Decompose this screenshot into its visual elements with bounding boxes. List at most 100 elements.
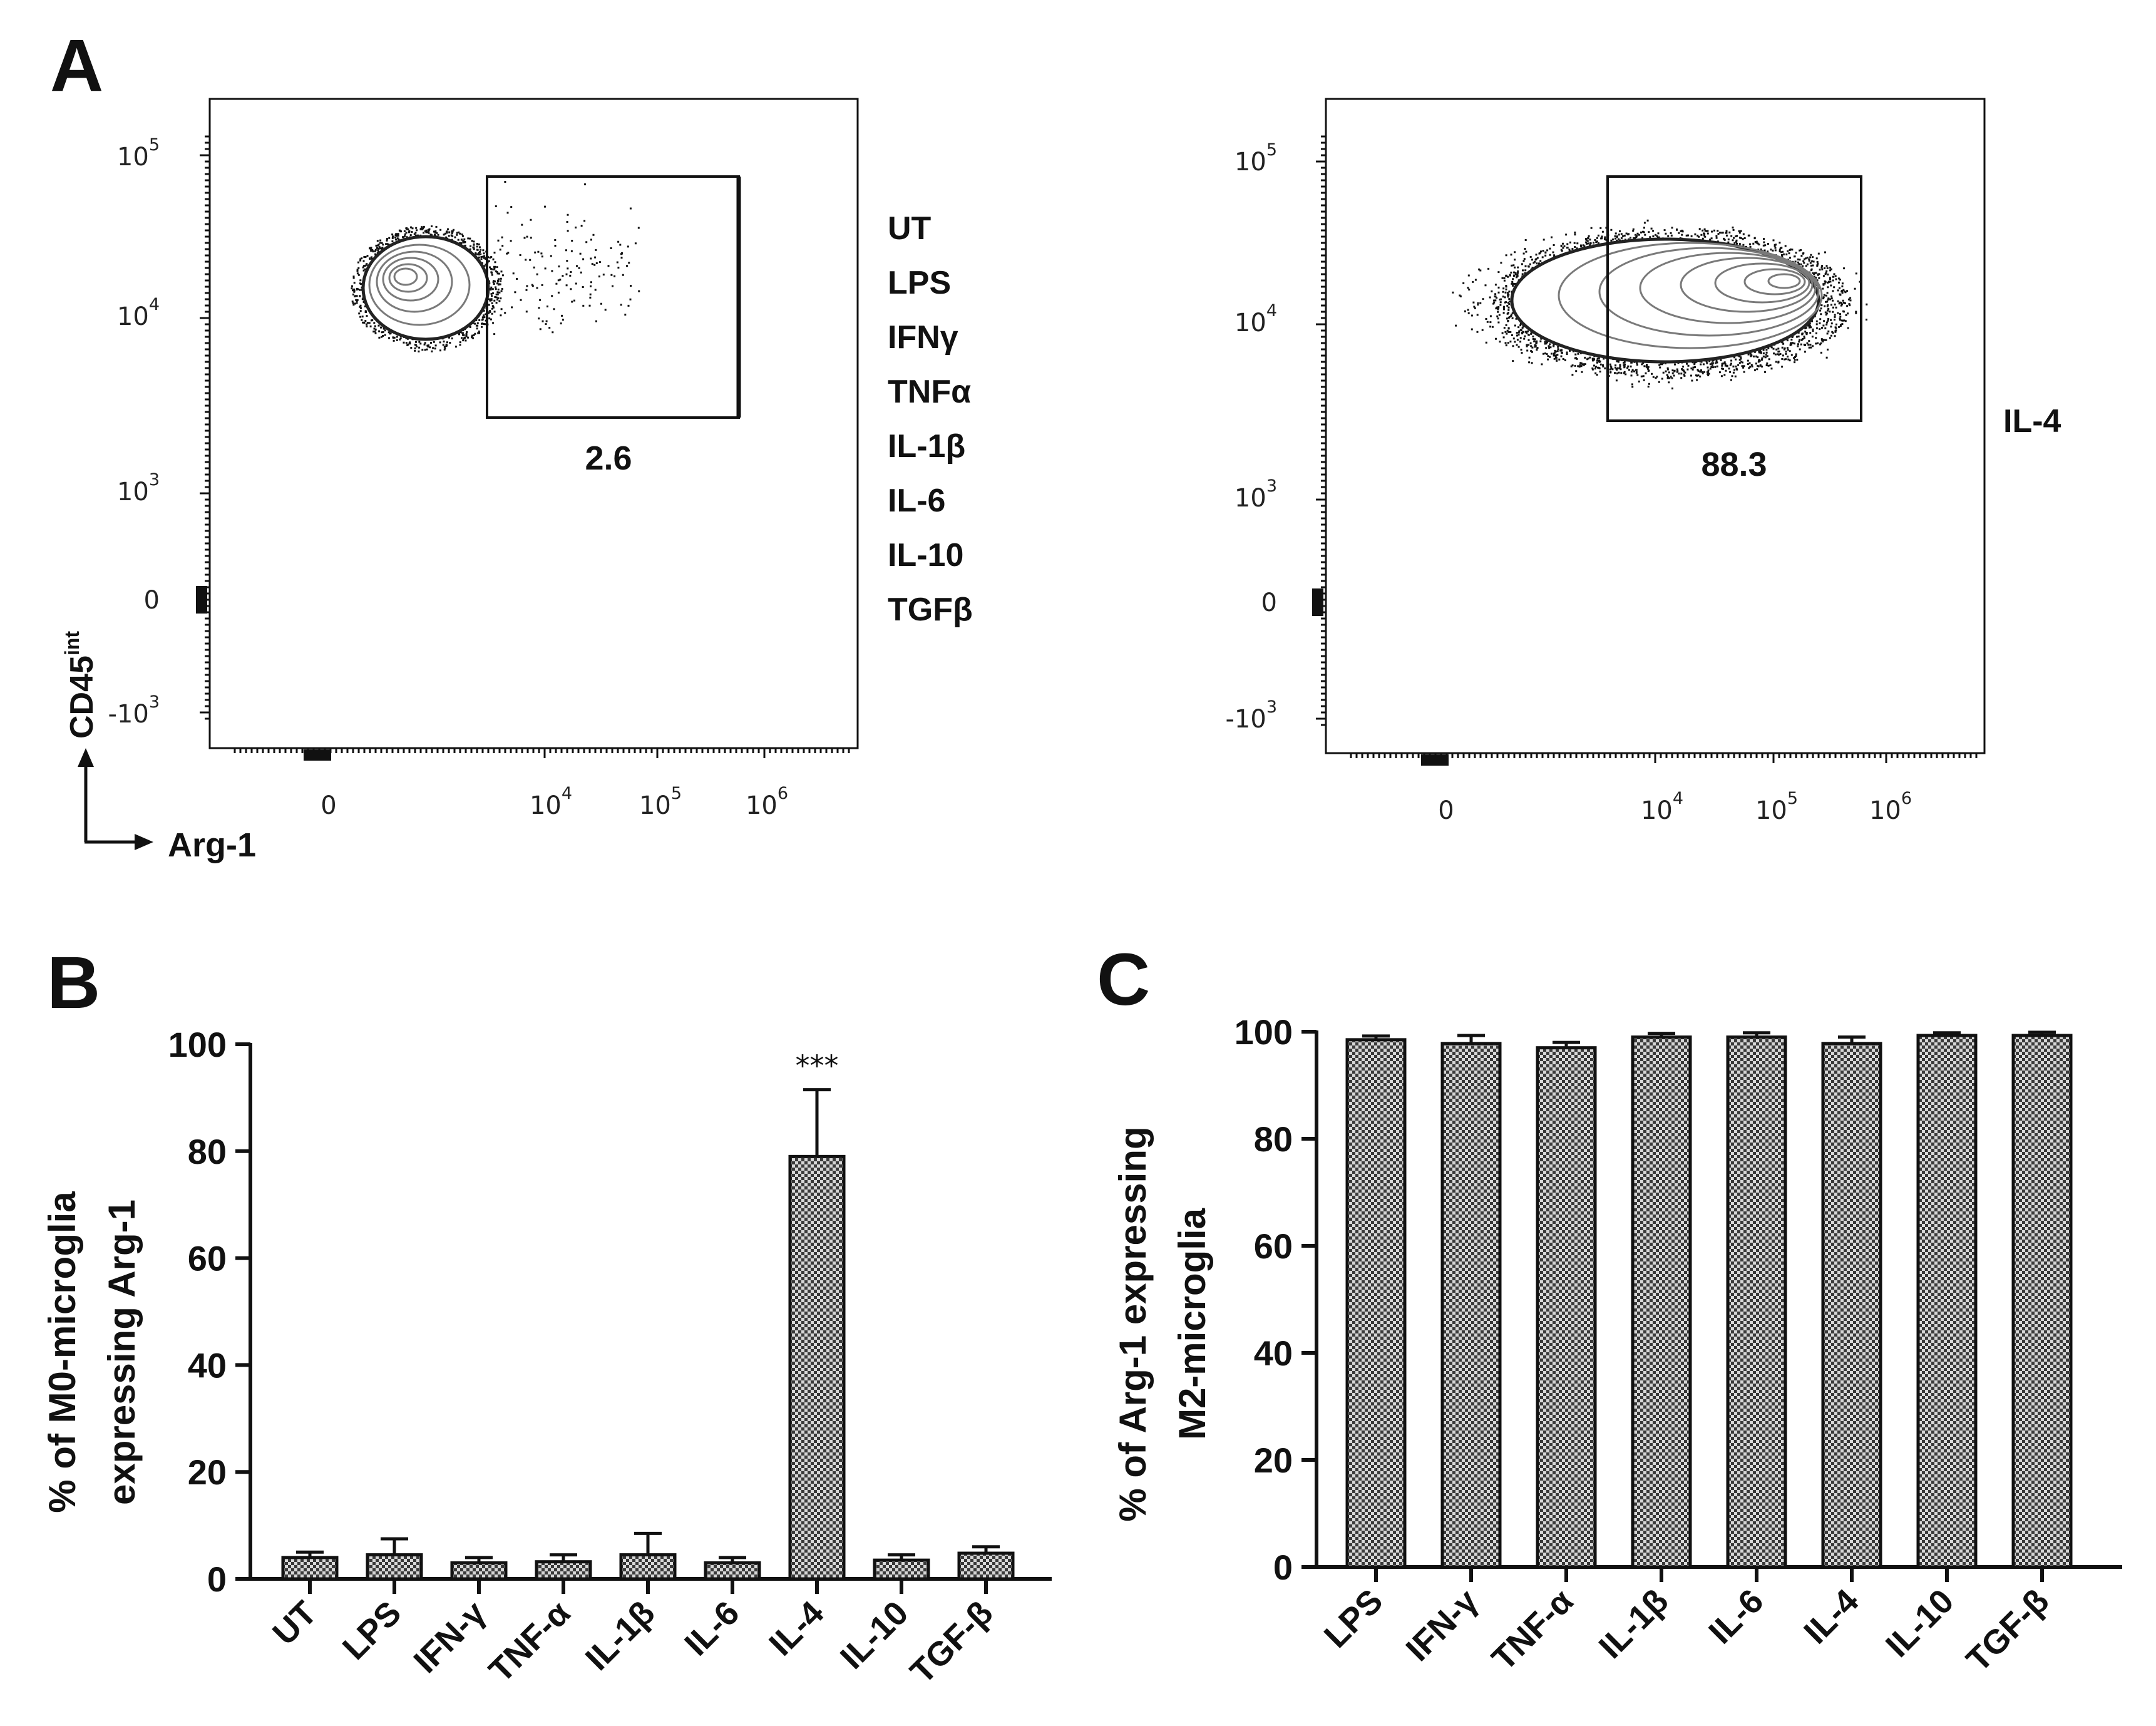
treatment-label: TGFβ <box>888 592 973 628</box>
contour-ring <box>393 267 418 286</box>
y-axis-label: CD45int <box>61 631 100 739</box>
bar <box>957 1551 1015 1581</box>
bar <box>1536 1046 1597 1569</box>
x-tick-labels: 0 104 105 106 <box>321 784 788 820</box>
axis-ticks <box>1316 135 1978 763</box>
x-tick-label: TGF-β <box>1959 1582 2056 1679</box>
significance-label: *** <box>796 1049 839 1083</box>
contour-ring <box>382 257 439 302</box>
contour-lines <box>1510 237 1823 364</box>
event-dots <box>351 181 640 352</box>
x-tick-label: IL-4 <box>1797 1582 1866 1651</box>
x-axis-label: Arg-1 <box>168 826 256 864</box>
y-tick-label: 20 <box>1254 1441 1293 1480</box>
axis-ticks <box>200 135 850 758</box>
y-tick-label: 105 <box>117 135 160 172</box>
gate-box <box>1606 175 1862 422</box>
axis-zero-cluster <box>1312 588 1323 616</box>
x-tick-label: TNF-α <box>1485 1582 1581 1678</box>
contour-ring <box>1510 237 1820 364</box>
treatment-label: UT <box>888 210 932 247</box>
gate-percentage: 88.3 <box>1701 446 1767 483</box>
panel-c: C % of Arg-1 expressing M2-microglia 0 20… <box>1097 938 2122 1679</box>
y-tick-label: -103 <box>1225 697 1277 734</box>
x-tick-label: LPS <box>1317 1582 1390 1655</box>
x-tick-label: 106 <box>1869 789 1912 825</box>
y-tick-label: 0 <box>144 586 160 615</box>
bar <box>2011 1034 2073 1569</box>
panel-a: A 2.6 105 104 103 0 -103 0 104 105 106 UT LPS IFN… <box>50 24 2061 864</box>
y-tick-label: 104 <box>117 295 160 331</box>
y-tick-labels: 105 104 103 0 -103 <box>1225 140 1277 734</box>
gate-box <box>486 175 740 419</box>
treatment-label: IFNγ <box>888 319 958 356</box>
x-tick-label: 105 <box>1755 789 1798 825</box>
bar <box>1726 1035 1787 1569</box>
y-tick-label: 60 <box>1254 1226 1293 1266</box>
x-tick-label: UT <box>265 1594 324 1652</box>
y-tick-label: 103 <box>1235 476 1277 513</box>
y-tick-label: 100 <box>168 1025 227 1064</box>
y-tick-label: 80 <box>1254 1119 1293 1159</box>
axis-legend: CD45int Arg-1 <box>61 631 256 864</box>
y-axis-title-line2: M2-microglia <box>1171 1208 1213 1440</box>
treatment-label: IL-10 <box>888 537 963 573</box>
bar <box>1345 1038 1407 1569</box>
y-tick-label: 104 <box>1235 301 1277 337</box>
y-tick-label: 100 <box>1235 1012 1293 1052</box>
bar <box>535 1560 592 1581</box>
axis-zero-cluster <box>196 586 207 614</box>
panel-c-letter: C <box>1097 938 1150 1021</box>
treatment-labels: UT LPS IFNγ TNFα IL-1β IL-6 IL-10 TGFβ <box>888 210 973 628</box>
y-tick-label: 103 <box>117 470 160 506</box>
x-tick-label: 0 <box>1438 796 1454 825</box>
x-tick-label: IL-10 <box>1879 1582 1961 1665</box>
bar <box>450 1561 508 1581</box>
contour-ring <box>1639 252 1817 324</box>
contour-lines <box>361 235 490 341</box>
bar <box>1631 1035 1692 1569</box>
y-tick-label: -103 <box>108 692 160 729</box>
bar <box>1821 1042 1882 1569</box>
treatment-label: LPS <box>888 265 951 301</box>
y-tick-label: 0 <box>1273 1548 1293 1587</box>
x-tick-label: IFN-γ <box>1399 1582 1486 1668</box>
x-tick-label: 0 <box>321 791 336 820</box>
contour-ring <box>368 244 471 326</box>
contour-ring <box>1743 268 1806 295</box>
axis-zero-cluster <box>304 749 331 761</box>
treatment-labels: IL-4 <box>2003 403 2061 439</box>
bar-chart-c: 0 20 40 60 80 100 LPS IFN-γ TNF-α IL-1β IL-6 IL-4 IL… <box>1235 1012 2122 1679</box>
y-axis-title-line1: % of M0-microglia <box>41 1191 83 1513</box>
bar <box>366 1553 423 1581</box>
x-tick-label: IL-1β <box>578 1594 662 1678</box>
treatment-label: TNFα <box>888 374 971 410</box>
contour-ring <box>376 250 453 313</box>
x-tick-label: IL-1β <box>1592 1582 1676 1666</box>
x-tick-label: IL-6 <box>677 1594 746 1663</box>
x-tick-label: IL-6 <box>1702 1582 1770 1651</box>
y-tick-labels: 105 104 103 0 -103 <box>108 135 160 729</box>
y-axis-title-line2: expressing Arg-1 <box>101 1199 143 1505</box>
contour-ring <box>1714 262 1810 304</box>
contour-ring <box>1767 273 1801 289</box>
treatment-label: IL-1β <box>888 428 965 465</box>
x-tick-label: 104 <box>1641 789 1683 825</box>
contour-ring <box>1598 247 1820 337</box>
contour-ring <box>388 263 428 293</box>
bar <box>1916 1034 1978 1569</box>
x-tick-labels: 0 104 105 106 <box>1438 789 1912 825</box>
y-tick-label: 0 <box>1261 588 1277 617</box>
y-tick-label: 40 <box>188 1345 227 1385</box>
panel-a-letter: A <box>50 24 103 107</box>
density-dots <box>351 181 640 352</box>
treatment-label: IL-6 <box>888 483 945 519</box>
gate-percentage: 2.6 <box>585 439 632 477</box>
contour-ring <box>1680 257 1814 313</box>
y-axis-title-line1: % of Arg-1 expressing <box>1112 1126 1154 1521</box>
panel-b: B % of M0-microglia expressing Arg-1 0 20… <box>41 942 1052 1691</box>
flow-plot-frame <box>1325 98 1986 754</box>
x-tick-label: 105 <box>639 784 682 820</box>
y-tick-label: 80 <box>188 1132 227 1171</box>
